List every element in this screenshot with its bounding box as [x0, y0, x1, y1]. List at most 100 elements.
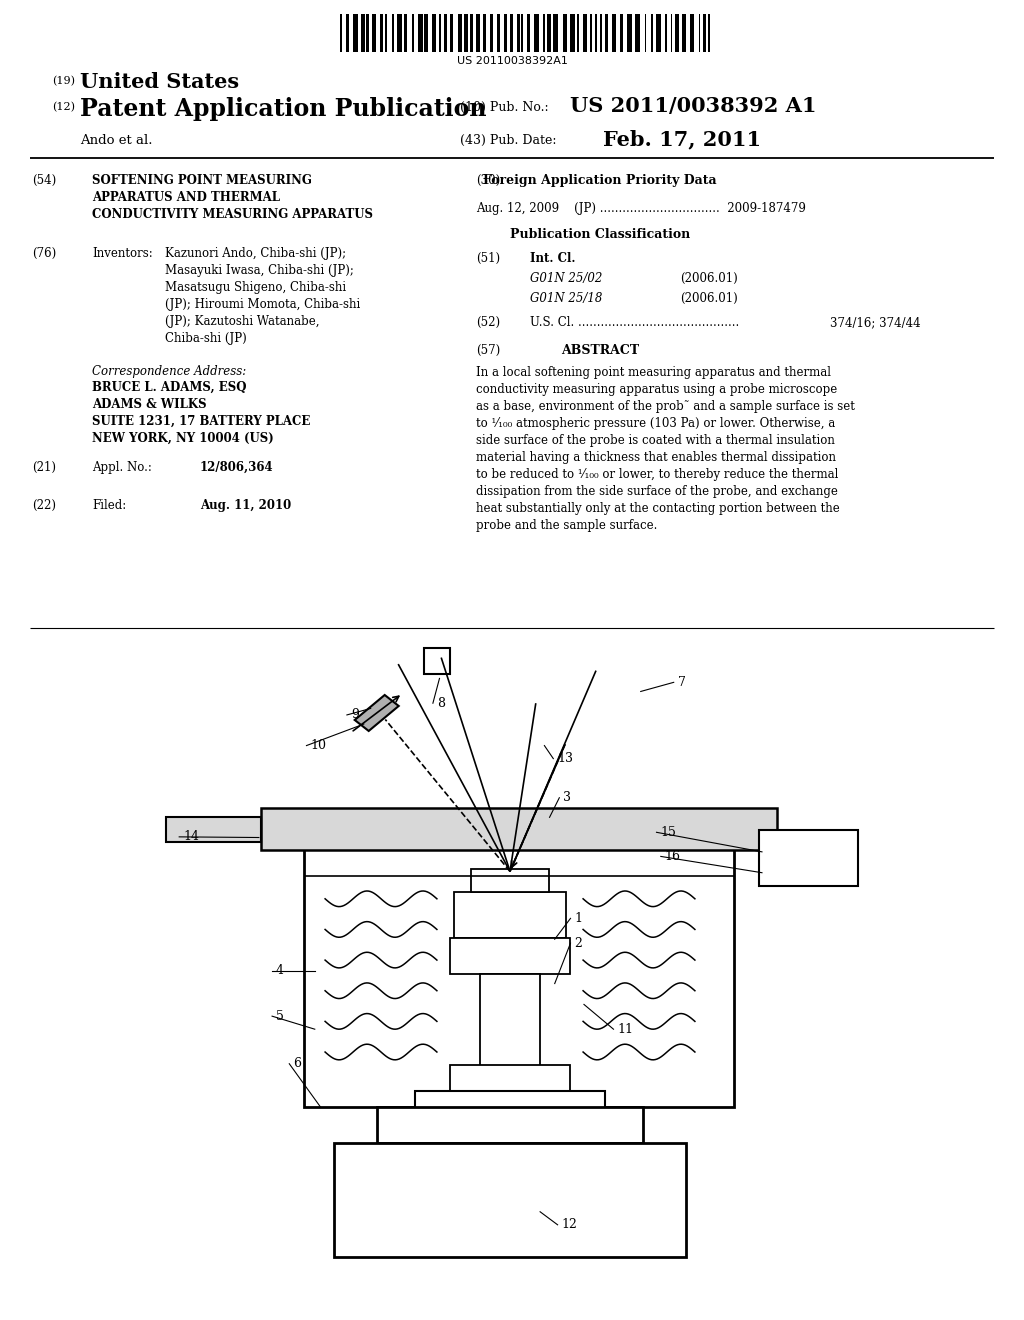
Bar	[636, 15, 640, 51]
Text: Correspondence Address:: Correspondence Address:	[92, 366, 246, 378]
Text: (19): (19)	[52, 77, 75, 86]
Text: United States: United States	[80, 73, 240, 92]
Text: (43) Pub. Date:: (43) Pub. Date:	[460, 135, 556, 147]
Text: 9: 9	[351, 709, 358, 722]
Bar	[403, 15, 408, 51]
Text: ABSTRACT: ABSTRACT	[561, 345, 639, 356]
Text: 11: 11	[617, 1023, 634, 1036]
Bar	[367, 15, 369, 51]
Text: 16: 16	[665, 850, 681, 863]
Bar	[605, 15, 608, 51]
Bar	[439, 15, 441, 51]
Bar	[424, 648, 450, 673]
Text: 14: 14	[183, 830, 200, 843]
Bar	[595, 15, 597, 51]
Bar	[517, 15, 519, 51]
Bar	[675, 15, 679, 51]
Text: (10) Pub. No.:: (10) Pub. No.:	[460, 102, 549, 114]
Bar	[570, 15, 574, 51]
Text: 1: 1	[574, 912, 583, 925]
Text: Kazunori Ando, Chiba-shi (JP);: Kazunori Ando, Chiba-shi (JP);	[165, 247, 346, 260]
Bar	[504, 15, 507, 51]
Bar	[563, 15, 567, 51]
Bar	[703, 15, 707, 51]
Text: (52): (52)	[476, 315, 500, 329]
Bar	[708, 15, 710, 51]
Bar	[480, 974, 540, 1072]
Bar	[372, 15, 376, 51]
Bar	[498, 15, 500, 51]
Bar	[303, 834, 733, 1107]
Text: ADAMS & WILKS: ADAMS & WILKS	[92, 399, 207, 411]
Text: Aug. 12, 2009    (JP) ................................  2009-187479: Aug. 12, 2009 (JP) .....................…	[476, 202, 806, 215]
Text: Masayuki Iwasa, Chiba-shi (JP);: Masayuki Iwasa, Chiba-shi (JP);	[165, 264, 354, 277]
Text: 7: 7	[678, 676, 686, 689]
Text: (57): (57)	[476, 345, 501, 356]
Text: U.S. Cl. ...........................................: U.S. Cl. ...............................…	[530, 315, 739, 329]
Bar	[583, 15, 587, 51]
Bar	[346, 15, 349, 51]
Text: probe and the sample surface.: probe and the sample surface.	[476, 519, 657, 532]
Bar	[260, 808, 776, 850]
Bar	[665, 15, 667, 51]
Text: to be reduced to ¹⁄₁₀₀ or lower, to thereby reduce the thermal: to be reduced to ¹⁄₁₀₀ or lower, to ther…	[476, 469, 839, 480]
Text: BRUCE L. ADAMS, ESQ: BRUCE L. ADAMS, ESQ	[92, 381, 247, 393]
Text: Appl. No.:: Appl. No.:	[92, 461, 152, 474]
Text: Filed:: Filed:	[92, 499, 126, 512]
Text: (54): (54)	[32, 174, 56, 187]
Text: Foreign Application Priority Data: Foreign Application Priority Data	[483, 174, 717, 187]
Bar	[412, 15, 415, 51]
Bar	[353, 15, 358, 51]
Bar	[451, 15, 453, 51]
Text: as a base, environment of the prob˜ and a sample surface is set: as a base, environment of the prob˜ and …	[476, 400, 855, 413]
Text: SUITE 1231, 17 BATTERY PLACE: SUITE 1231, 17 BATTERY PLACE	[92, 414, 310, 428]
Text: (21): (21)	[32, 461, 56, 474]
Bar	[510, 15, 513, 51]
Bar	[656, 15, 660, 51]
Text: 12: 12	[561, 1218, 578, 1232]
Bar	[612, 15, 616, 51]
Text: Int. Cl.: Int. Cl.	[530, 252, 575, 265]
Bar	[464, 15, 468, 51]
Text: (51): (51)	[476, 252, 500, 265]
Bar	[535, 15, 539, 51]
Bar	[627, 15, 632, 51]
Text: 5: 5	[276, 1010, 284, 1023]
Bar	[470, 15, 473, 51]
Bar	[458, 15, 462, 51]
Bar	[397, 15, 402, 51]
Bar	[166, 817, 260, 842]
Bar	[476, 15, 480, 51]
Bar	[600, 15, 602, 51]
Bar	[334, 1143, 686, 1258]
Bar	[416, 1092, 604, 1115]
Text: Publication Classification: Publication Classification	[510, 228, 690, 242]
Bar	[760, 830, 858, 886]
Text: Aug. 11, 2010: Aug. 11, 2010	[200, 499, 291, 512]
Text: CONDUCTIVITY MEASURING APPARATUS: CONDUCTIVITY MEASURING APPARATUS	[92, 209, 373, 220]
Text: 10: 10	[310, 739, 327, 752]
Bar	[361, 15, 365, 51]
Text: side surface of the probe is coated with a thermal insulation: side surface of the probe is coated with…	[476, 434, 835, 447]
Bar	[425, 15, 428, 51]
Text: Masatsugu Shigeno, Chiba-shi: Masatsugu Shigeno, Chiba-shi	[165, 281, 346, 294]
Bar	[482, 15, 485, 51]
Bar	[547, 15, 551, 51]
Text: SOFTENING POINT MEASURING: SOFTENING POINT MEASURING	[92, 174, 312, 187]
Text: 6: 6	[293, 1057, 301, 1071]
Bar	[690, 15, 694, 51]
Bar	[553, 15, 558, 51]
Text: 13: 13	[557, 752, 573, 766]
Bar	[471, 870, 549, 892]
Text: conductivity measuring apparatus using a probe microscope: conductivity measuring apparatus using a…	[476, 383, 838, 396]
Text: Ando et al.: Ando et al.	[80, 135, 153, 147]
Text: APPARATUS AND THERMAL: APPARATUS AND THERMAL	[92, 191, 280, 205]
Text: heat substantially only at the contacting portion between the: heat substantially only at the contactin…	[476, 502, 840, 515]
Bar	[450, 1065, 570, 1093]
Text: 8: 8	[437, 697, 444, 710]
Text: (12): (12)	[52, 102, 75, 112]
Text: US 2011/0038392 A1: US 2011/0038392 A1	[570, 96, 816, 116]
Text: NEW YORK, NY 10004 (US): NEW YORK, NY 10004 (US)	[92, 432, 273, 445]
Text: (30): (30)	[476, 174, 501, 187]
Text: to ¹⁄₁₀₀ atmospheric pressure (103 Pa) or lower. Otherwise, a: to ¹⁄₁₀₀ atmospheric pressure (103 Pa) o…	[476, 417, 836, 430]
